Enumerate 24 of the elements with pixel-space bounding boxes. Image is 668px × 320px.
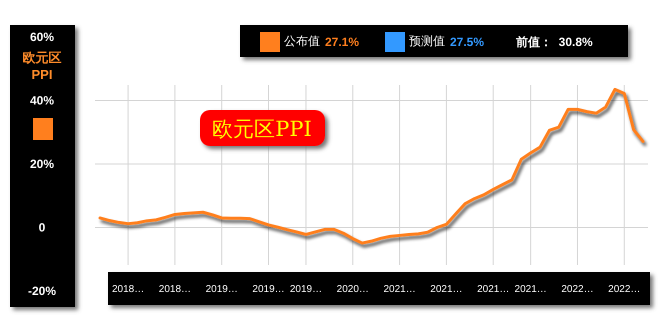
y-tick-label: 0 <box>38 220 46 234</box>
annotation: 27.1% <box>325 35 360 49</box>
x-tick-label: 2021… <box>430 284 463 295</box>
y-tick-label: 60% <box>30 30 54 44</box>
x-tick-label: 2019… <box>252 284 285 295</box>
legend-label: 公布值 <box>284 34 320 48</box>
x-tick-label: 2021… <box>383 284 416 295</box>
x-tick-label: 2018… <box>158 284 192 295</box>
text: 欧元区PPI <box>212 117 312 141</box>
x-tick-label: 2021… <box>477 284 510 295</box>
x-tick-label: 2020… <box>336 284 369 295</box>
annotation: 27.5% <box>450 35 484 49</box>
x-tick-label: 2022… <box>608 284 640 295</box>
x-tick-label: 2019… <box>206 284 238 295</box>
annotation: 前值： 30.8% <box>515 35 594 49</box>
y-tick-label: 40% <box>30 94 54 108</box>
x-tick-label: 2018… <box>112 284 144 295</box>
x-tick-label: 2021… <box>514 284 547 295</box>
x-tick-label: 2022… <box>561 284 594 295</box>
y-tick-label: -20% <box>28 284 56 298</box>
legend-label: 预测值 <box>409 34 445 48</box>
x-tick-label: 2019… <box>290 284 322 295</box>
y-tick-label: 20% <box>30 157 54 171</box>
y-axis-title: 欧元区 PPI <box>22 50 62 82</box>
